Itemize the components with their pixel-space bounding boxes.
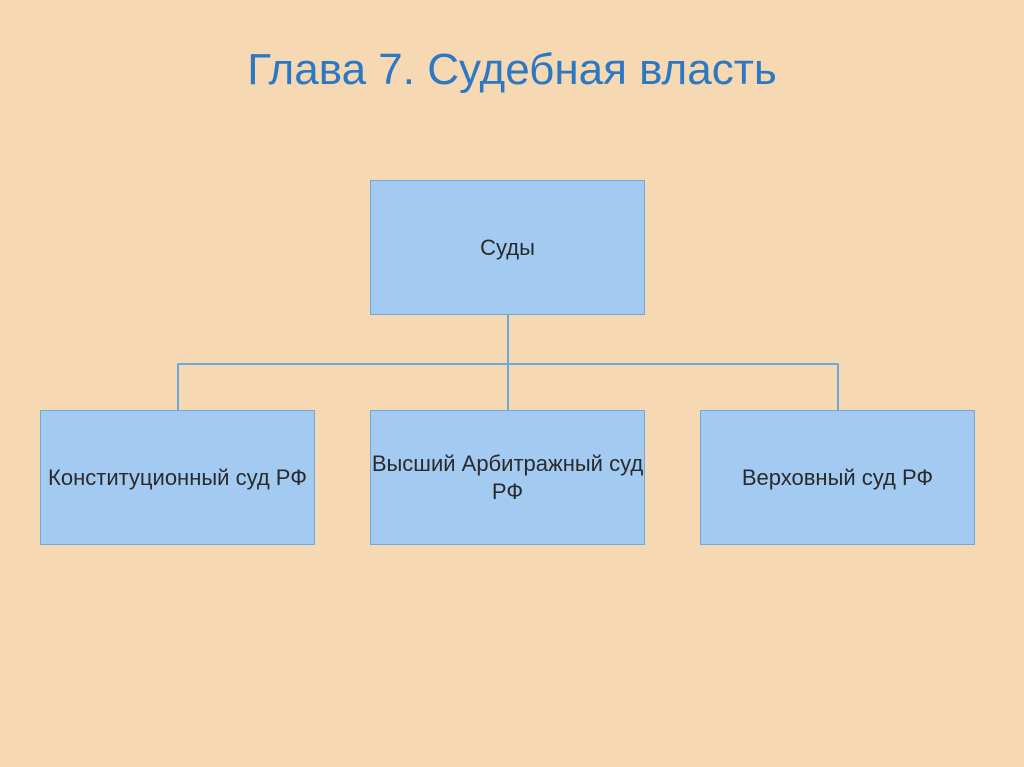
- root-node: Суды: [370, 180, 645, 315]
- child-node-label: Конституционный суд РФ: [48, 464, 307, 492]
- connector-child-0: [177, 363, 179, 410]
- slide: Глава 7. Судебная власть Суды Конституци…: [0, 0, 1024, 767]
- child-node-0: Конституционный суд РФ: [40, 410, 315, 545]
- child-node-label: Верховный суд РФ: [742, 464, 933, 492]
- child-node-1: Высший Арбитражный суд РФ: [370, 410, 645, 545]
- root-node-label: Суды: [480, 234, 535, 262]
- connector-child-2: [837, 363, 839, 410]
- connector-child-1: [507, 363, 509, 410]
- child-node-label: Высший Арбитражный суд РФ: [371, 450, 644, 505]
- child-node-2: Верховный суд РФ: [700, 410, 975, 545]
- page-title: Глава 7. Судебная власть: [0, 45, 1024, 95]
- connector-root-down: [507, 315, 509, 363]
